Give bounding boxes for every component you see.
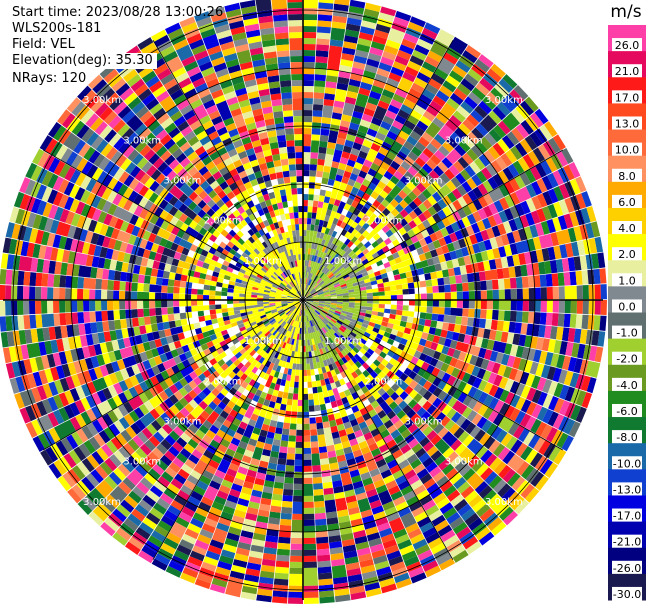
range-ring-label: 3.00km (123, 135, 161, 146)
colorbar-tick-label: -1.0 (616, 327, 637, 340)
azimuth-spoke (302, 299, 564, 451)
colorbar-cell: 10.0 (608, 129, 646, 157)
colorbar-tick-label: -21.0 (613, 536, 641, 549)
elevation-label: Elevation(deg): 35.30 (12, 53, 157, 69)
colorbar-unit: m/s (610, 2, 641, 22)
colorbar-cell: 0.0 (608, 286, 646, 314)
colorbar-tick-label: -26.0 (613, 562, 641, 575)
range-ring-label: 3.00km (83, 95, 121, 106)
range-ring-label: 3.00km (164, 175, 202, 186)
colorbar-cell: 4.0 (608, 207, 646, 236)
colorbar-tick-label: 2.0 (618, 248, 636, 261)
colorbar-tick-label: 1.0 (618, 274, 636, 287)
colorbar-cell: -26.0 (608, 547, 646, 575)
colorbar-cell: -13.0 (608, 469, 646, 497)
start-time-label: Start time: 2023/08/28 13:00:26 (12, 5, 224, 20)
range-ring-label: 3.00km (485, 497, 523, 508)
range-ring-label: 1.00km (244, 256, 282, 267)
colorbar-tick-label: -6.0 (616, 405, 637, 418)
colorbar-cell: 1.0 (608, 260, 646, 288)
colorbar-tick-label: 17.0 (615, 91, 640, 104)
colorbar-tick-label: 6.0 (618, 196, 636, 209)
gate-group (9, 6, 568, 580)
colorbar-tick-label: 4.0 (618, 222, 636, 235)
colorbar-cell: -17.0 (608, 495, 646, 523)
azimuth-spoke (152, 39, 304, 301)
colorbar-cell: 17.0 (608, 77, 646, 105)
colorbar-tick-label: -2.0 (616, 353, 637, 366)
range-labels: 1.00km 2.00km 3.00km 3.00km 3.00km 1.00km 2.00… (83, 95, 523, 508)
azimuth-spoke (302, 39, 454, 301)
colorbar-cell: -21.0 (608, 521, 646, 549)
colorbar-cell: 13.0 (608, 103, 646, 131)
colorbar-cell: -4.0 (608, 364, 646, 392)
range-ring-label: 1.00km (324, 336, 362, 347)
colorbar-cell: 26.0 (608, 25, 646, 53)
colorbar-cell: 2.0 (608, 234, 646, 262)
azimuth-spoke (152, 299, 304, 561)
range-ring-label: 2.00km (364, 216, 402, 227)
range-ring-label: 3.00km (405, 175, 443, 186)
range-ring-label: 3.00km (83, 497, 121, 508)
colorbar-tick-label: -13.0 (613, 483, 641, 496)
gate-group (0, 0, 592, 604)
colorbar-tick-label: 26.0 (615, 39, 640, 52)
gate-group (179, 176, 427, 423)
colorbar-tick-label: -10.0 (613, 457, 641, 470)
colorbar-tick-label: 21.0 (615, 65, 640, 78)
gate-group (2, 0, 600, 589)
colorbar-cell: -8.0 (608, 417, 646, 445)
velocity-gates (0, 0, 608, 604)
colorbar-cells: 26.0 21.0 17.0 13.0 10.0 8.0 6.0 4.0 2.0 1.0 0.0 -1… (608, 25, 646, 601)
range-ring-label: 3.00km (445, 135, 483, 146)
nrays-label: NRays: 120 (12, 71, 87, 86)
instrument-label: WLS200s-181 (12, 21, 102, 36)
range-ring-label: 1.00km (244, 336, 282, 347)
range-ring-label: 2.00km (204, 216, 242, 227)
range-ring-label: 2.00km (364, 376, 402, 387)
range-ring-label: 3.00km (485, 95, 523, 106)
colorbar-cell: -1.0 (608, 312, 646, 340)
range-ring-label: 1.00km (324, 256, 362, 267)
colorbar-tick-label: 10.0 (615, 144, 640, 157)
colorbar-cell: 8.0 (608, 155, 646, 183)
colorbar-tick-label: -17.0 (613, 510, 641, 523)
colorbar-tick-label: 0.0 (618, 300, 636, 313)
range-ring-grid (3, 0, 603, 600)
colorbar-cell: -6.0 (608, 390, 646, 418)
range-ring-label: 3.00km (405, 417, 443, 428)
colorbar-tick-label: -30.0 (613, 588, 641, 601)
azimuth-spoke (42, 149, 304, 301)
colorbar-cell: 6.0 (608, 181, 646, 209)
range-ring-label: 3.00km (445, 457, 483, 468)
range-ring-label: 2.00km (204, 376, 242, 387)
colorbar-tick-label: 13.0 (615, 117, 640, 130)
colorbar-tick-label: 8.0 (618, 170, 636, 183)
field-label: Field: VEL (12, 37, 75, 52)
range-ring-label: 3.00km (123, 457, 161, 468)
azimuth-spoke (42, 299, 304, 451)
colorbar-tick-label: -8.0 (616, 431, 637, 444)
colorbar-cell: -30.0 (608, 573, 646, 601)
gate-group (11, 0, 595, 597)
range-ring-label: 3.00km (164, 417, 202, 428)
colorbar-cell: -10.0 (608, 443, 646, 471)
azimuth-spoke (302, 299, 454, 561)
azimuth-spoke (302, 149, 564, 301)
colorbar-cell: -2.0 (608, 338, 646, 366)
colorbar-tick-label: -4.0 (616, 379, 637, 392)
colorbar-cell: 21.0 (608, 51, 646, 79)
